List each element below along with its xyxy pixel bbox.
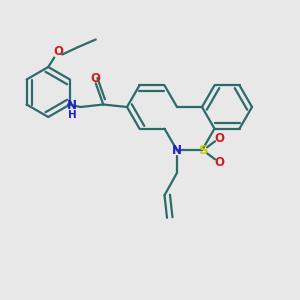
Text: H: H — [68, 110, 77, 120]
Text: O: O — [214, 156, 224, 169]
Text: N: N — [172, 144, 182, 157]
Text: O: O — [91, 72, 101, 85]
Text: N: N — [67, 98, 77, 112]
Text: O: O — [214, 132, 224, 145]
Text: O: O — [53, 45, 63, 58]
Text: S: S — [199, 144, 209, 157]
